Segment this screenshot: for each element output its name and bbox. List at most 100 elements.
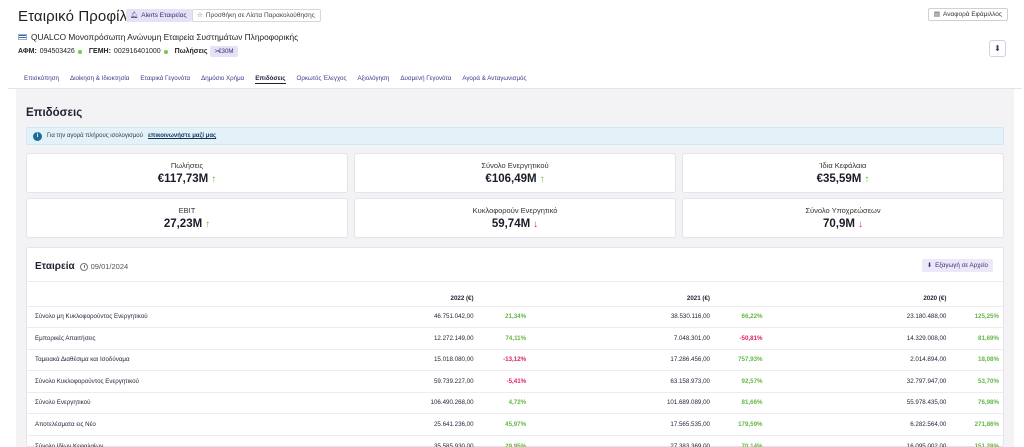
change-2021: 70,14%	[709, 434, 767, 447]
tab-corporate-events[interactable]: Εταιρικά Γεγονότα	[140, 75, 191, 82]
alerts-chip[interactable]: 🔔︎ Alerts Εταιρείας	[126, 9, 192, 22]
greek-flag-icon	[18, 34, 27, 40]
change-2020: 271,86%	[946, 413, 1003, 435]
change-2020: 125,25%	[946, 305, 1003, 328]
kpi-card-sales: Πωλήσεις €117,73M ↑	[26, 153, 348, 193]
report-button[interactable]: ▤ Αναφορά Εφάμιλλος	[927, 8, 1008, 21]
kpi-value: 27,23M	[163, 218, 203, 230]
section-title: Επιδόσεις	[26, 107, 83, 119]
tab-market[interactable]: Αγορά & Ανταγωνισμός	[462, 75, 527, 82]
column-header-2021: 2021 (€)	[686, 295, 710, 303]
company-name: QUALCO Μονοπρόσωπη Ανώνυμη Εταιρεία Συστ…	[31, 32, 299, 42]
tab-adverse-events[interactable]: Δυσμενή Γεγονότα	[400, 75, 452, 82]
kpi-card-total-assets: Σύνολο Ενεργητικού €106,49M ↑	[354, 153, 676, 193]
change-2022: -5,41%	[473, 370, 531, 392]
value-2022: 59.739.227,00	[279, 370, 474, 392]
kpi-value: €117,73M	[157, 173, 209, 185]
table-row: Σύνολο Ιδίων Κεφαλαίων 35.585.930,00 29,95…	[27, 434, 1003, 447]
profile-tabs: Επισκόπηση Διοίκηση & Ιδιοκτησία Εταιρικ…	[24, 70, 1012, 88]
value-2020: 55.978.435,00	[766, 391, 947, 414]
value-2020: 23.180.488,00	[766, 305, 947, 328]
company-identifiers: ΑΦΜ: 094503426 ΓΕΜΗ: 002916401000 Πωλήσε…	[18, 46, 238, 57]
value-2022: 46.751.042,00	[279, 305, 474, 328]
change-2020: 81,69%	[946, 327, 1003, 349]
watchlist-chip[interactable]: ☆ Προσθήκη σε Λίστα Παρακολούθησης	[192, 9, 321, 22]
contact-link[interactable]: επικοινωνήστε μαζί μας	[147, 133, 217, 139]
download-button[interactable]: ⬇	[989, 40, 1006, 57]
financials-date: 09/01/2024	[79, 262, 129, 271]
info-text: Για την αγορά πλήρους ισολογισμού	[47, 133, 143, 139]
kpi-value: €106,49M	[485, 173, 537, 185]
financials-table-body: Σύνολο μη Κυκλοφορούντος Ενεργητικού 46.7…	[27, 305, 1003, 447]
table-header-row: 2022 (€) 2021 (€) 2020 (€)	[27, 292, 1003, 306]
kpi-card-ebit: EBIT 27,23M ↑	[26, 198, 348, 238]
change-2022: -13,12%	[473, 348, 531, 371]
kpi-label: Σύνολο Ενεργητικού	[481, 161, 549, 170]
arrow-up-icon: ↑	[864, 174, 870, 185]
tab-public-money[interactable]: Δημόσιο Χρήμα	[201, 75, 245, 82]
info-icon: i	[33, 131, 42, 141]
kpi-value: 70,9M	[823, 218, 855, 230]
change-2020: 151,28%	[946, 434, 1003, 447]
app-frame: Εταιρικό Προφίλ 🔔︎ Alerts Εταιρείας ☆ Πρ…	[8, 0, 1022, 447]
afm-value: 094503426	[39, 48, 75, 55]
row-label: Σύνολο Ιδίων Κεφαλαίων	[27, 434, 280, 447]
financials-title: Εταιρεία	[35, 261, 75, 272]
value-2020: 6.282.564,00	[766, 413, 947, 435]
table-row: Ταμειακά Διαθέσιμα και Ισοδύναμα 15.018.0…	[27, 348, 1003, 371]
page-title: Εταιρικό Προφίλ	[18, 8, 128, 25]
gemi-label: ΓΕΜΗ:	[88, 48, 111, 55]
row-label: Σύνολο Ενεργητικού	[27, 391, 280, 414]
kpi-label: EBIT	[178, 206, 196, 215]
tab-management[interactable]: Διοίκηση & Ιδιοκτησία	[69, 75, 130, 82]
row-label: Αποτελέσματα εις Νέο	[27, 413, 280, 435]
arrow-down-icon: ↓	[533, 219, 539, 230]
arrow-up-icon: ↑	[205, 219, 211, 230]
panel-divider	[27, 281, 1003, 282]
change-2022: 4,72%	[473, 391, 531, 414]
financials-table: 2022 (€) 2021 (€) 2020 (€) Σύνολο μη Κυκ…	[27, 292, 1003, 447]
arrow-down-icon: ↓	[857, 219, 863, 230]
table-row: Εμπορικές Απαιτήσεις 12.272.149,00 74,11% 7…	[27, 327, 1003, 349]
info-banner: i Για την αγορά πλήρους ισολογισμού επικ…	[26, 127, 1004, 145]
financials-date-value: 09/01/2024	[90, 262, 129, 271]
change-2022: 29,95%	[473, 434, 531, 447]
kpi-label: Πωλήσεις	[170, 161, 204, 170]
value-2022: 15.018.080,00	[279, 348, 474, 371]
tab-performance[interactable]: Επιδόσεις	[255, 70, 286, 84]
watchlist-chip-label: Προσθήκη σε Λίστα Παρακολούθησης	[205, 12, 315, 19]
table-row: Σύνολο Κυκλοφορούντος Ενεργητικού 59.739.…	[27, 370, 1003, 392]
kpi-label: Κυκλοφορούν Ενεργητικό	[472, 206, 558, 215]
value-2020: 2.014.894,00	[766, 348, 947, 371]
sales-label: Πωλήσεις	[174, 48, 208, 55]
change-2020: 53,70%	[946, 370, 1003, 392]
value-2022: 25.641.236,00	[279, 413, 474, 435]
change-2021: 179,59%	[709, 413, 767, 435]
export-button-label: Εξαγωγή σε Αρχείο	[935, 262, 988, 269]
value-2021: 63.158.973,00	[530, 370, 710, 392]
performance-content: Επιδόσεις i Για την αγορά πλήρους ισολογ…	[16, 89, 1014, 447]
table-row: Σύνολο μη Κυκλοφορούντος Ενεργητικού 46.7…	[27, 305, 1003, 328]
value-2021: 7.048.301,00	[530, 327, 710, 349]
kpi-label: Ίδια Κεφάλαια	[819, 161, 867, 170]
clock-icon	[79, 262, 88, 271]
arrow-up-icon: ↑	[539, 174, 545, 185]
value-2021: 38.530.116,00	[530, 305, 710, 328]
tab-overview[interactable]: Επισκόπηση	[24, 75, 59, 82]
tab-audit[interactable]: Ορκωτός Έλεγχος	[296, 75, 347, 82]
tab-rating[interactable]: Αξιολόγηση	[357, 75, 390, 82]
financials-header: Εταιρεία 09/01/2024	[35, 261, 128, 272]
value-2021: 101.689.089,00	[530, 391, 710, 414]
value-2020: 32.797.947,00	[766, 370, 947, 392]
tabs-divider	[8, 88, 1022, 89]
financials-panel: Εταιρεία 09/01/2024 ⬇ Εξαγωγή σε Αρχείο …	[26, 247, 1004, 447]
row-label: Σύνολο μη Κυκλοφορούντος Ενεργητικού	[27, 305, 280, 328]
profile-header: Εταιρικό Προφίλ 🔔︎ Alerts Εταιρείας ☆ Πρ…	[18, 8, 1012, 98]
change-2022: 74,11%	[473, 327, 531, 349]
afm-status-dot-icon	[77, 49, 82, 54]
report-icon: ▤	[933, 11, 941, 18]
change-2021: 92,57%	[709, 370, 767, 392]
sales-chip: >€30M	[210, 46, 238, 57]
export-button[interactable]: ⬇ Εξαγωγή σε Αρχείο	[921, 259, 993, 272]
row-label: Εμπορικές Απαιτήσεις	[27, 327, 280, 349]
